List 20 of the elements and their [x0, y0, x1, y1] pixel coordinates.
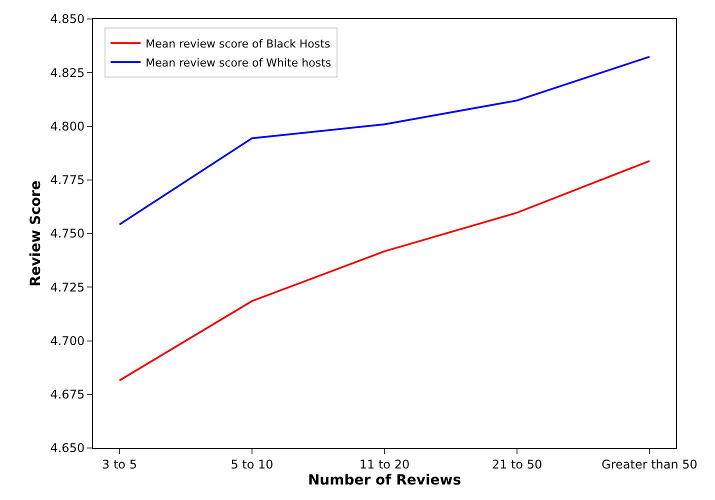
line-series — [118, 160, 650, 382]
y-tick-label: 4.675 — [50, 388, 85, 402]
line-series — [118, 56, 650, 226]
x-axis-title: Number of Reviews — [308, 472, 462, 489]
y-tick-label: 4.775 — [50, 173, 85, 188]
legend-label: Mean review score of White hosts — [146, 56, 332, 70]
x-tick-label: 11 to 20 — [359, 457, 410, 472]
x-tick-label: 5 to 10 — [230, 457, 274, 472]
y-tick-label: 4.825 — [50, 66, 85, 80]
y-tick-label: 4.700 — [50, 334, 85, 348]
x-tick-label: Greater than 50 — [602, 457, 698, 472]
y-tick-label: 4.750 — [50, 226, 85, 241]
x-tick-label: 21 to 50 — [492, 457, 542, 472]
y-tick-label: 4.850 — [50, 12, 85, 26]
y-axis-title: Review Score — [28, 180, 44, 286]
y-tick-label: 4.650 — [50, 441, 85, 456]
legend-label: Mean review score of Black Hosts — [146, 37, 330, 50]
y-tick-label: 4.800 — [50, 119, 85, 134]
y-tick-label: 4.725 — [50, 280, 85, 294]
x-tick-label: 3 to 5 — [102, 457, 137, 472]
